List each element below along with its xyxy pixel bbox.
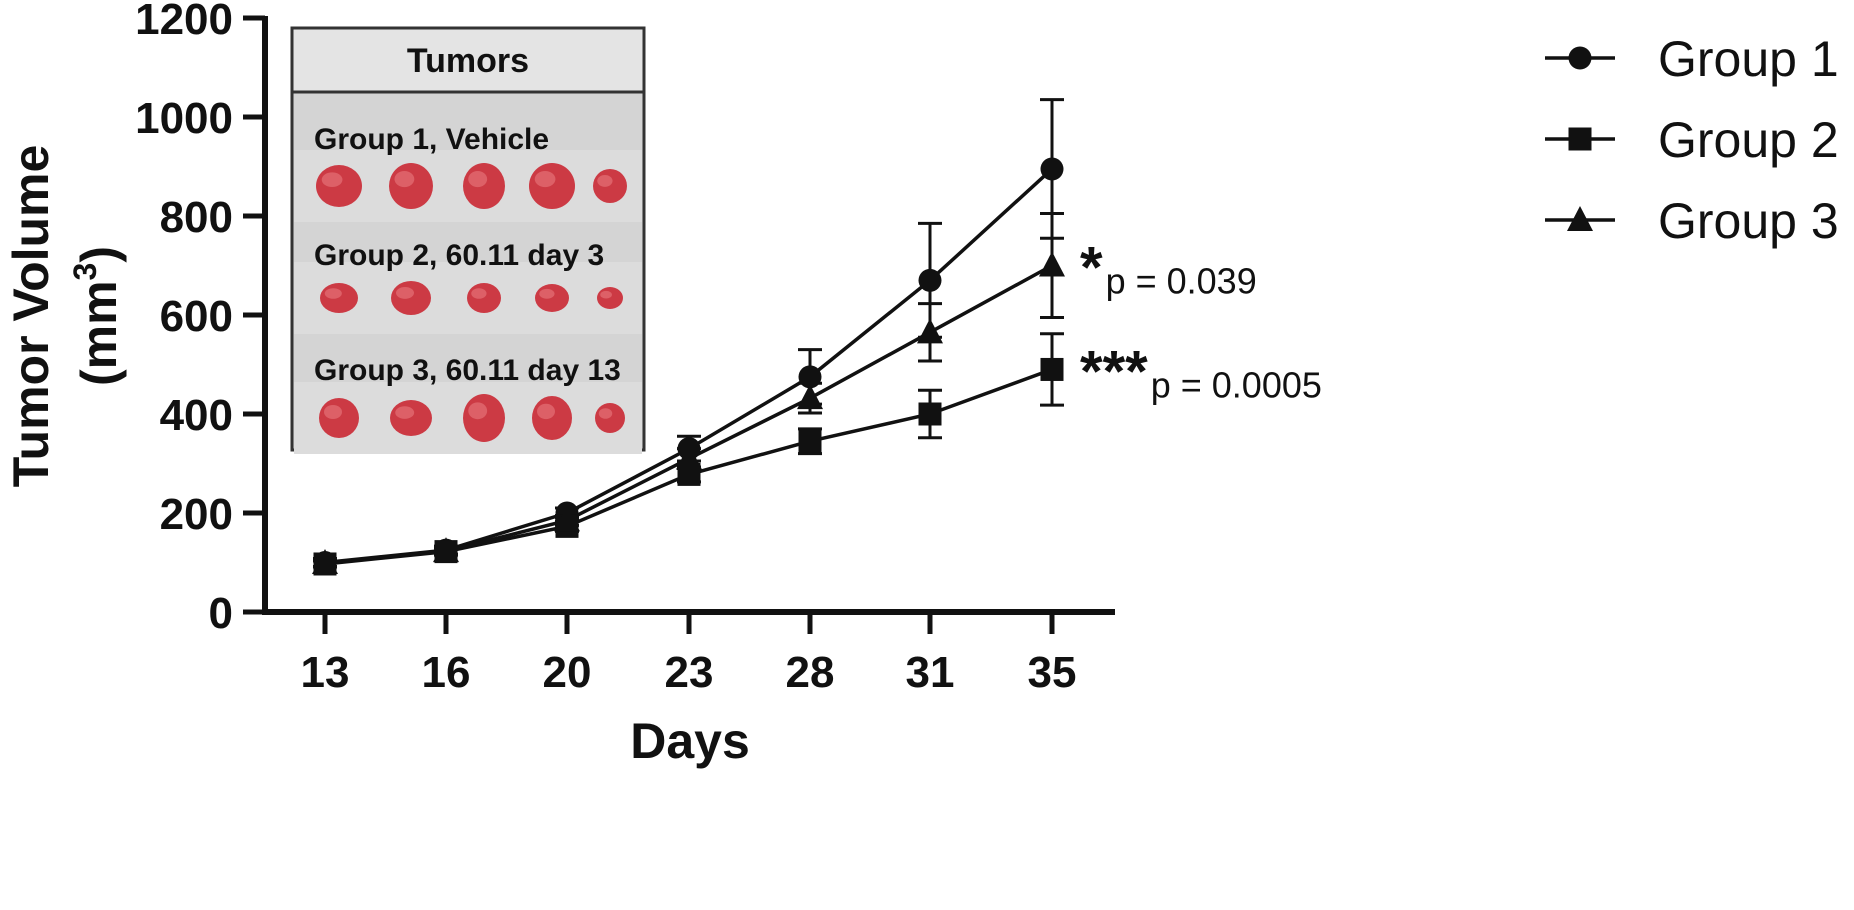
y-axis-unit-prefix: (mm [71, 280, 127, 386]
tumor-image [389, 163, 433, 209]
legend-marker [1568, 127, 1592, 151]
legend-marker [1567, 206, 1593, 231]
group-2-point [918, 402, 942, 426]
tumor-image [529, 163, 575, 209]
tumor-highlight [396, 286, 414, 299]
y-axis-unit-superscript: 3 [67, 263, 103, 281]
tumor-image [463, 163, 505, 209]
inset-title: Tumors [407, 42, 529, 80]
tumor-image [320, 283, 358, 313]
significance-annotation: ***p = 0.0005 [1080, 339, 1322, 405]
group-3-point [676, 444, 702, 470]
group-3-point [554, 506, 580, 532]
tumor-highlight [324, 288, 342, 299]
x-axis-title: Days [630, 713, 750, 769]
tumor-image [316, 165, 362, 207]
inset-row-label: Group 3, 60.11 day 13 [314, 354, 621, 387]
tumor-image [391, 281, 431, 315]
x-tick-label: 28 [786, 648, 835, 697]
group-3-point [433, 537, 459, 563]
inset-row-label: Group 1, Vehicle [314, 123, 549, 156]
tumor-image [467, 283, 501, 313]
x-tick-label: 13 [301, 648, 350, 697]
x-tick-label: 20 [543, 648, 592, 697]
tumor-highlight [394, 171, 415, 188]
significance-stars: *** [1080, 339, 1148, 404]
tumor-image [463, 394, 505, 442]
y-tick-label: 1000 [135, 94, 233, 143]
y-axis-unit-suffix: ) [71, 246, 127, 263]
group-3-point [917, 318, 943, 344]
y-tick-label: 800 [160, 193, 233, 242]
group-3-point [1039, 251, 1065, 277]
tumor-highlight [534, 171, 556, 188]
tumor-image [319, 398, 359, 438]
group-1-point [918, 268, 942, 292]
tumor-highlight [537, 403, 555, 420]
legend-marker [1568, 46, 1592, 70]
plot-area: 0 200 400 600 800 1000 1200 13 16 20 23 28 31 35 Days T… [3, 0, 1322, 769]
tumor-highlight [468, 171, 488, 188]
legend: Group 1 Group 2 Group 3 [1545, 31, 1839, 249]
tumor-highlight [600, 290, 612, 299]
group-1-point [798, 365, 822, 389]
tumor-image [597, 287, 623, 309]
legend-label: Group 1 [1658, 31, 1839, 87]
tumor-image [535, 284, 569, 312]
tumor-highlight [597, 174, 613, 187]
tumors-inset: Tumors Group 1, Vehicle Group 2, 60.11 day… [290, 26, 646, 454]
y-axis-unit: (mm3) [67, 246, 127, 386]
y-tick-label: 0 [209, 589, 233, 638]
tumor-image [532, 396, 572, 440]
tumor-highlight [395, 406, 415, 419]
tumor-image [595, 403, 625, 433]
p-value-label: p = 0.0005 [1151, 364, 1322, 405]
tumor-highlight [471, 288, 487, 299]
tumor-highlight [598, 408, 613, 419]
y-tick-label: 400 [160, 391, 233, 440]
x-tick-label: 35 [1028, 648, 1077, 697]
legend-label: Group 3 [1658, 193, 1839, 249]
tumor-highlight [321, 172, 343, 188]
x-tick-label: 23 [665, 648, 714, 697]
y-tick-label: 1200 [135, 0, 233, 44]
inset-header [290, 26, 646, 94]
tumor-image [390, 400, 432, 436]
x-tick-label: 31 [906, 648, 955, 697]
tumor-highlight [324, 405, 342, 419]
inset-row-label: Group 2, 60.11 day 3 [314, 239, 604, 272]
significance-annotation: *p = 0.039 [1080, 236, 1257, 302]
group-2-point [798, 429, 822, 453]
tumor-highlight [468, 402, 488, 420]
y-axis-title: Tumor Volume [3, 145, 59, 488]
group-1-point [1040, 157, 1064, 181]
y-tick-label: 200 [160, 490, 233, 539]
x-tick-label: 16 [422, 648, 471, 697]
tumor-image [593, 169, 627, 203]
significance-stars: * [1080, 236, 1103, 301]
y-tick-label: 600 [160, 292, 233, 341]
p-value-label: p = 0.039 [1106, 261, 1257, 302]
group-2-point [1040, 357, 1064, 381]
legend-label: Group 2 [1658, 112, 1839, 168]
group-3-point [797, 384, 823, 410]
group-3-point [312, 548, 338, 574]
inset-frame [290, 26, 646, 452]
tumor-highlight [539, 288, 555, 299]
